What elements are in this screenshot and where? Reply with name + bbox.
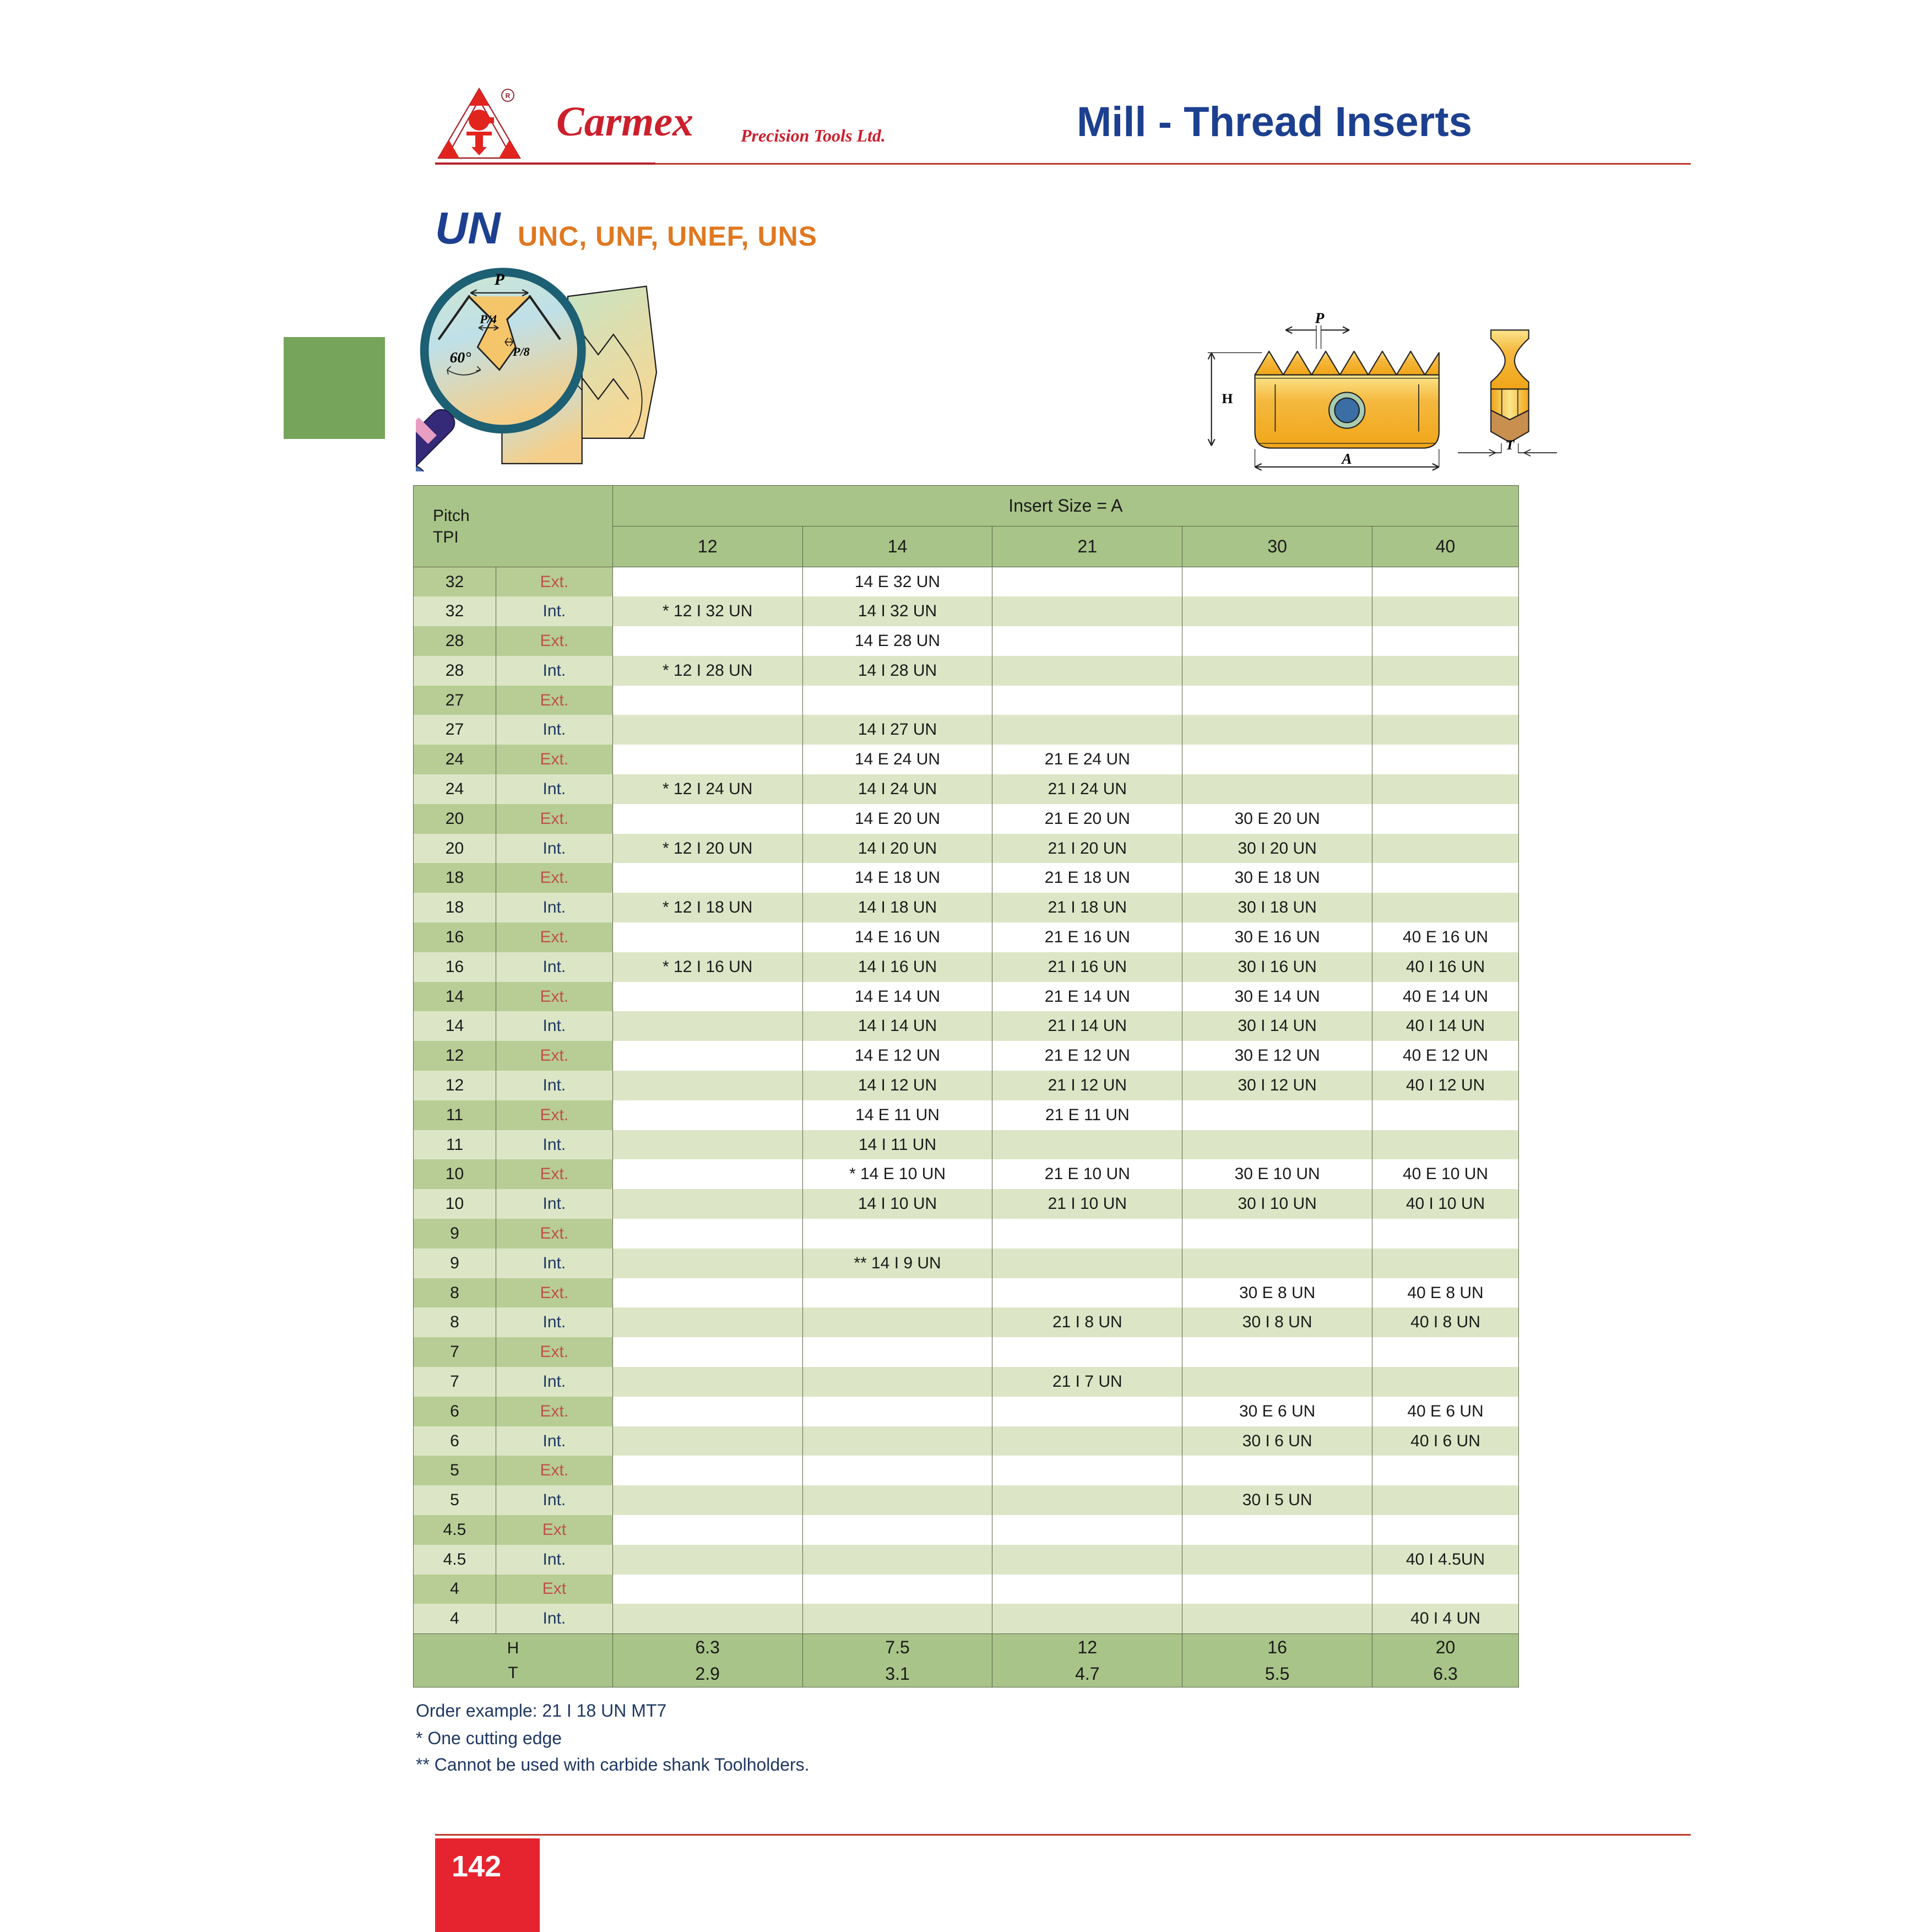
svg-text:H: H [1222, 390, 1233, 406]
svg-text:P: P [1315, 311, 1325, 326]
svg-text:R: R [506, 92, 511, 100]
svg-text:60°: 60° [450, 349, 471, 366]
svg-text:P/8: P/8 [512, 345, 530, 359]
svg-text:P/4: P/4 [479, 312, 497, 326]
svg-text:A: A [1341, 451, 1352, 467]
svg-text:P: P [494, 271, 505, 289]
svg-text:T: T [1506, 437, 1515, 453]
